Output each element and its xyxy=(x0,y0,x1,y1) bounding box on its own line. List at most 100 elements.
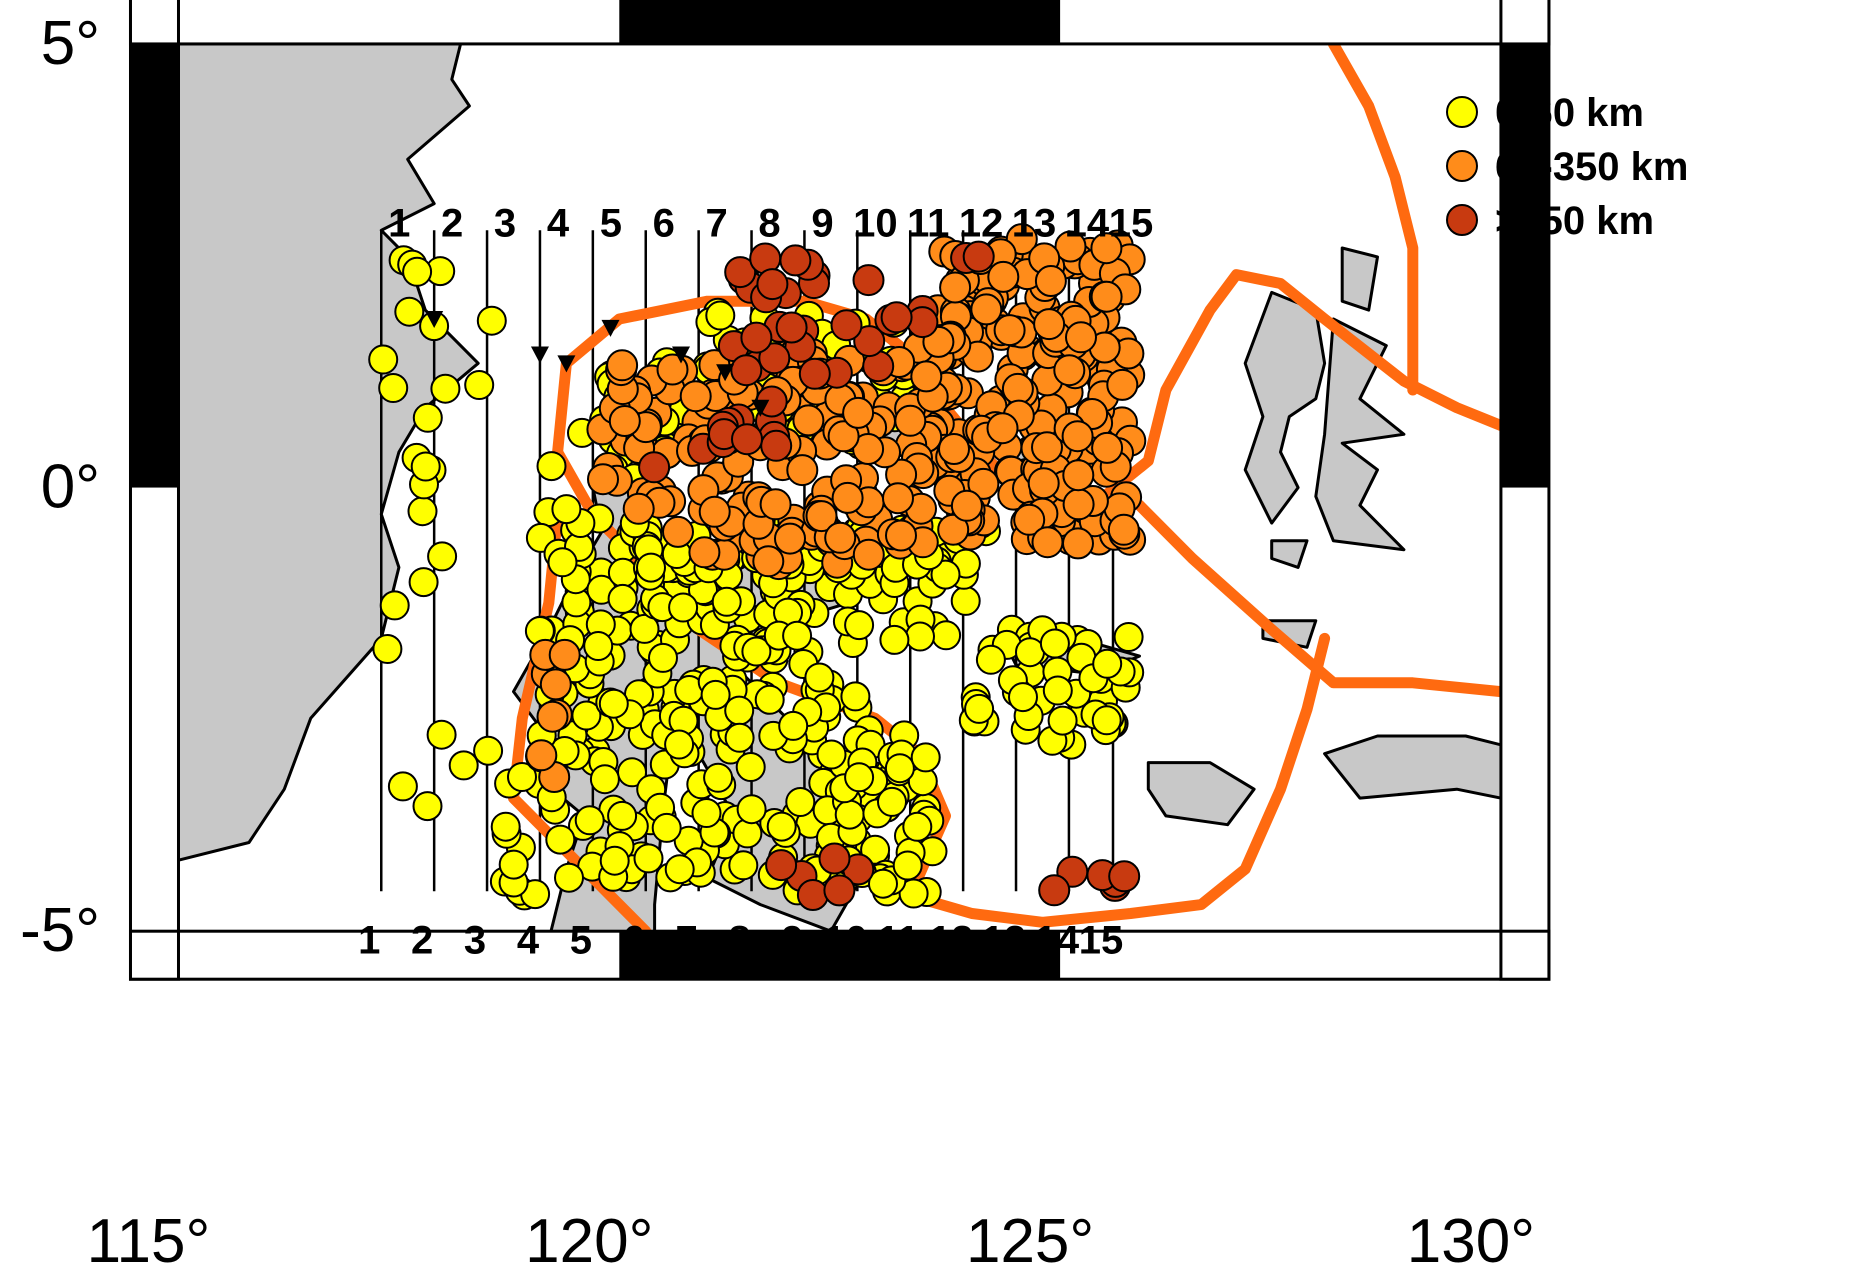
event-deep xyxy=(1038,874,1071,907)
lat-tick-label: 5° xyxy=(41,9,100,78)
event-shallow xyxy=(782,620,813,651)
lon-tick-label: 115° xyxy=(87,1207,211,1275)
station-triangle-icon xyxy=(557,355,576,373)
legend-swatch xyxy=(1446,150,1478,182)
profile-top-label-14: 14 xyxy=(1065,201,1110,245)
frame-bar-black xyxy=(130,43,179,488)
event-shallow xyxy=(554,862,584,893)
event-shallow xyxy=(931,620,962,651)
event-shallow xyxy=(892,850,923,881)
event-shallow xyxy=(844,762,875,793)
land-seram xyxy=(1323,734,1501,800)
event-shallow xyxy=(732,818,763,849)
event-intermediate xyxy=(1033,308,1066,341)
event-deep xyxy=(775,311,808,344)
event-intermediate xyxy=(1027,467,1060,500)
depth-legend: 0-60 km 60-350 km >350 km xyxy=(1446,91,1688,243)
event-intermediate xyxy=(1076,398,1109,430)
event-shallow xyxy=(387,771,418,802)
event-shallow xyxy=(930,559,961,590)
event-intermediate xyxy=(587,463,619,496)
station-triangle-icon xyxy=(751,399,770,417)
profile-bottom-label-2: 2 xyxy=(411,918,433,962)
profile-top-label-15: 15 xyxy=(1109,201,1154,245)
event-deep xyxy=(730,354,763,387)
event-shallow xyxy=(902,811,933,842)
profile-top-label-9: 9 xyxy=(811,201,833,245)
event-shallow xyxy=(507,762,537,792)
event-intermediate xyxy=(688,536,721,569)
event-shallow xyxy=(834,799,865,830)
seismic-stations xyxy=(425,310,770,417)
event-intermediate xyxy=(792,404,825,437)
event-shallow xyxy=(410,451,441,482)
legend-swatch xyxy=(1446,204,1478,236)
plate-boundary-sorong-south xyxy=(1134,499,1501,698)
event-intermediate xyxy=(1090,232,1123,265)
event-shallow xyxy=(547,547,578,578)
lon-tick-label: 130° xyxy=(1407,1207,1535,1275)
event-shallow xyxy=(844,610,875,641)
land-buru xyxy=(1146,761,1256,827)
event-intermediate xyxy=(1107,513,1140,546)
event-intermediate xyxy=(1034,265,1067,297)
profile-top-label-12: 12 xyxy=(959,201,1004,245)
event-shallow xyxy=(412,402,443,433)
event-intermediate xyxy=(786,454,819,487)
event-intermediate xyxy=(938,433,970,465)
event-shallow xyxy=(816,739,847,770)
event-shallow xyxy=(598,688,629,719)
event-shallow xyxy=(711,586,742,617)
event-deep xyxy=(796,879,829,911)
event-intermediate xyxy=(824,521,857,554)
event-intermediate xyxy=(1065,321,1097,354)
lon-tick-label: 120° xyxy=(525,1207,653,1275)
event-shallow xyxy=(498,849,529,880)
event-shallow xyxy=(691,798,722,828)
event-shallow xyxy=(964,693,995,724)
frame-corner xyxy=(128,0,180,46)
event-shallow xyxy=(589,764,620,795)
event-shallow xyxy=(975,644,1006,675)
event-shallow xyxy=(629,613,660,644)
event-shallow xyxy=(724,695,755,726)
event-intermediate xyxy=(774,522,806,555)
event-shallow xyxy=(599,845,630,876)
event-shallow xyxy=(884,753,915,784)
event-shallow xyxy=(394,296,425,327)
event-shallow xyxy=(551,494,582,525)
event-shallow xyxy=(583,631,614,661)
event-shallow xyxy=(664,854,695,885)
frame-bar-black xyxy=(1500,43,1549,488)
event-intermediate xyxy=(1062,527,1094,560)
event-shallow xyxy=(1039,628,1070,659)
land-halmahera-east xyxy=(1314,317,1406,552)
event-shallow xyxy=(741,636,772,667)
legend-label: 0-60 km xyxy=(1495,91,1644,135)
event-deep xyxy=(638,451,671,484)
event-shallow xyxy=(372,634,403,664)
event-intermediate xyxy=(1061,420,1094,453)
event-intermediate xyxy=(679,380,712,413)
event-shallow xyxy=(785,787,816,817)
event-shallow xyxy=(778,710,809,741)
event-shallow xyxy=(754,684,785,715)
station-triangle-icon xyxy=(672,346,691,364)
event-shallow xyxy=(368,344,399,375)
event-shallow xyxy=(408,567,439,598)
event-shallow xyxy=(607,583,638,614)
event-shallow xyxy=(1047,705,1078,736)
frame-corner xyxy=(128,929,180,981)
plate-boundary-halmahera-north xyxy=(1327,43,1419,396)
event-intermediate xyxy=(831,481,864,514)
station-triangle-icon xyxy=(530,346,549,364)
profile-top-label-8: 8 xyxy=(758,201,780,245)
event-shallow xyxy=(574,805,605,836)
event-intermediate xyxy=(698,495,731,528)
profile-bottom-label-15: 15 xyxy=(1079,918,1124,962)
event-intermediate xyxy=(662,515,694,548)
land-morotai xyxy=(1340,246,1379,312)
event-intermediate xyxy=(967,467,1000,500)
event-intermediate xyxy=(622,492,655,525)
